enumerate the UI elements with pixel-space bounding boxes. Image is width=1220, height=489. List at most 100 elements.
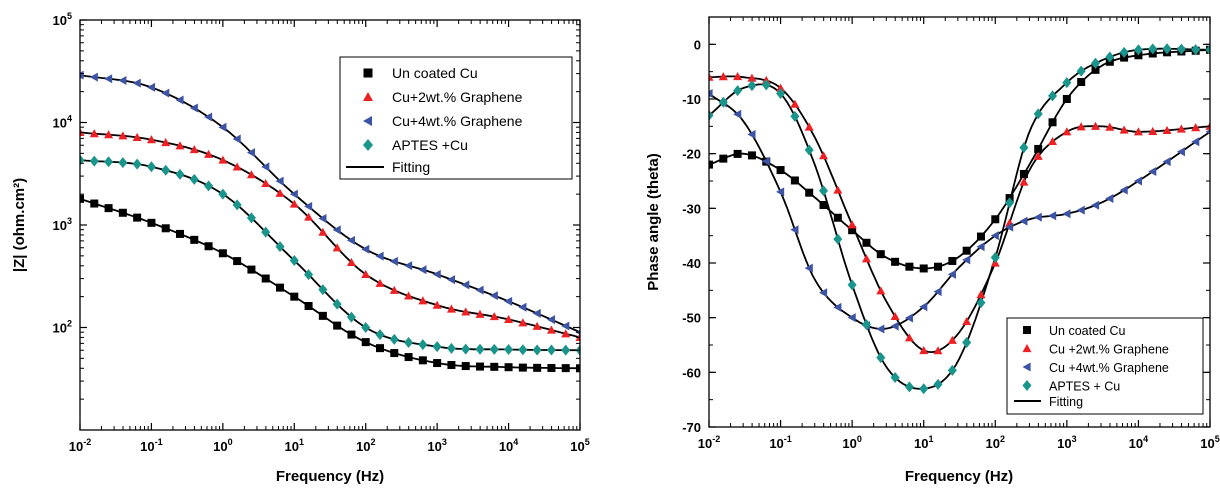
y-tick-label: -10: [682, 92, 701, 107]
data-point: [718, 96, 728, 108]
data-point: [133, 213, 142, 222]
data-point: [1090, 121, 1100, 130]
data-point: [733, 149, 742, 158]
x-tick-label: 100: [213, 437, 232, 454]
data-point: [204, 112, 213, 122]
data-point: [218, 155, 228, 164]
data-point: [1191, 44, 1201, 56]
data-point: [833, 233, 843, 245]
legend-marker: [1022, 362, 1031, 372]
data-point: [104, 204, 113, 213]
data-point: [418, 265, 427, 275]
data-point: [89, 72, 98, 82]
data-point: [304, 301, 313, 310]
x-tick-label: 104: [1129, 434, 1148, 451]
data-point: [733, 72, 743, 81]
data-point: [1019, 169, 1028, 178]
data-point: [1048, 118, 1057, 127]
data-point: [861, 254, 871, 263]
data-point: [1062, 77, 1072, 89]
data-point: [161, 224, 170, 233]
data-point: [733, 85, 743, 97]
data-point: [790, 99, 800, 108]
y-tick-label: -30: [682, 201, 701, 216]
data-point: [275, 188, 285, 197]
y-tick-label: 104: [53, 114, 72, 131]
x-tick-label: 105: [1200, 434, 1219, 451]
data-point: [475, 343, 485, 355]
data-point: [232, 134, 241, 144]
data-point: [1176, 147, 1185, 157]
data-point: [1048, 211, 1057, 221]
data-point: [233, 257, 242, 266]
data-point: [461, 343, 471, 355]
data-point: [1148, 43, 1158, 55]
data-point: [1076, 205, 1085, 215]
phase-x-axis-label: Frequency (Hz): [905, 468, 1013, 485]
data-point: [475, 309, 485, 318]
data-point: [933, 378, 943, 390]
data-point: [104, 156, 114, 168]
data-point: [776, 166, 785, 175]
data-point: [247, 265, 256, 274]
data-point: [947, 269, 956, 279]
x-tick-label: 10-2: [69, 437, 91, 454]
data-point: [232, 162, 242, 171]
impedance-y-axis-label: |Z| (ohm.cm²): [11, 178, 28, 272]
data-point: [747, 151, 756, 160]
data-point: [561, 329, 571, 338]
data-point: [962, 255, 971, 265]
data-point: [189, 145, 199, 154]
data-point: [375, 278, 385, 287]
data-point: [361, 338, 370, 347]
data-point: [446, 304, 456, 313]
data-point: [819, 200, 828, 209]
data-point: [1119, 185, 1128, 195]
data-point: [1105, 51, 1115, 63]
legend-label: Cu+2wt.% Graphene: [392, 89, 523, 105]
data-point: [275, 241, 285, 253]
data-point: [1176, 124, 1186, 133]
data-point: [709, 72, 714, 81]
data-point: [489, 312, 499, 321]
data-point: [490, 362, 499, 371]
legend-label: Un coated Cu: [1049, 324, 1125, 338]
data-point: [546, 344, 556, 356]
data-point: [1176, 43, 1186, 55]
data-point: [546, 325, 556, 334]
data-point: [1105, 193, 1114, 203]
legend-fit-label: Fitting: [392, 159, 430, 175]
data-point: [848, 226, 857, 235]
data-point: [432, 300, 442, 309]
data-point: [919, 264, 928, 273]
data-point: [118, 76, 127, 86]
x-tick-label: 104: [499, 437, 518, 454]
data-point: [947, 335, 957, 344]
data-point: [532, 321, 542, 330]
legend-marker: [1022, 344, 1032, 353]
data-point: [375, 251, 384, 261]
data-point: [790, 225, 799, 235]
data-point: [747, 73, 757, 82]
data-point: [1205, 129, 1210, 135]
data-point: [1033, 212, 1042, 222]
data-point: [1076, 65, 1086, 77]
data-point: [804, 263, 813, 273]
data-point: [375, 329, 385, 341]
data-point: [304, 201, 313, 211]
phase-chart: 10-2 10-1 100 101 102 103 104 105 0 -10 -20 -30 -40 -…: [645, 16, 1220, 485]
data-point: [161, 88, 170, 98]
data-point: [833, 302, 842, 312]
data-point: [518, 302, 527, 312]
data-point: [446, 275, 456, 285]
data-point: [876, 352, 886, 364]
data-point: [433, 359, 442, 368]
data-point: [876, 324, 885, 334]
data-point: [304, 212, 314, 221]
data-point: [805, 188, 814, 197]
data-point: [261, 274, 270, 283]
data-point: [447, 360, 456, 369]
data-point: [833, 185, 843, 194]
data-point: [504, 314, 514, 323]
data-point: [790, 110, 800, 122]
